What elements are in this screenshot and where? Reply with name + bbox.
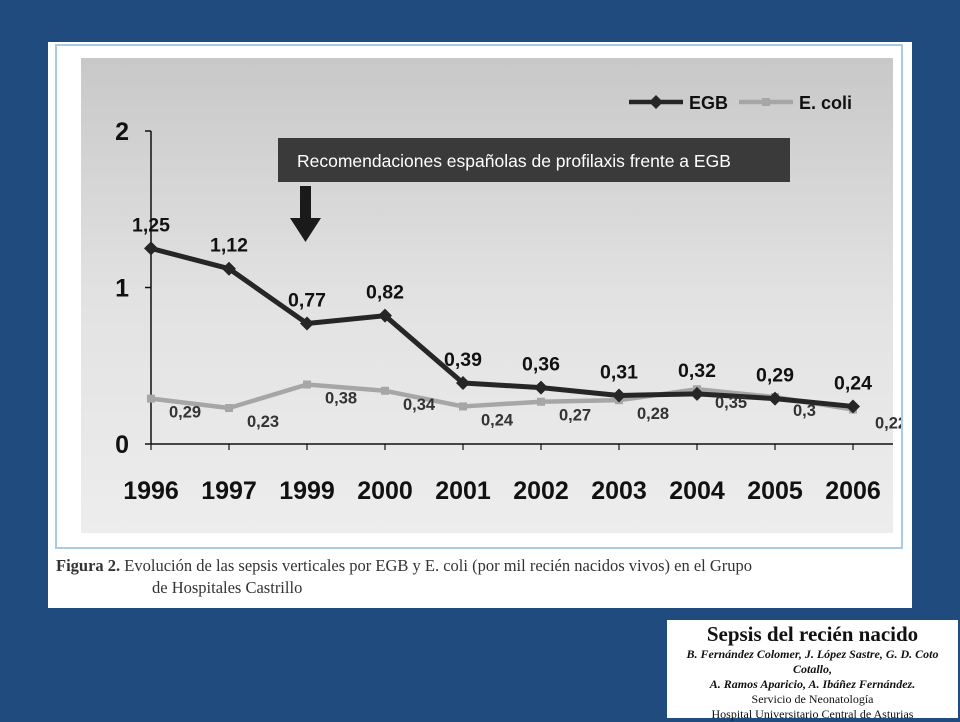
attribution-title: Sepsis del recién nacido (706, 622, 919, 646)
x-tick-label: 2004 (669, 477, 725, 505)
x-tick-label: 1997 (201, 477, 257, 505)
figure-caption: Figura 2. Evolución de las sepsis vertic… (56, 555, 906, 599)
line-chart: 0 1 2 1996 1997 1999 2000 2001 2002 2003 2004 2005 2… (81, 58, 901, 533)
data-point-egb (456, 375, 470, 390)
data-point-ecoli (303, 380, 311, 389)
attribution-hospital: Hospital Universitario Central de Asturi… (711, 707, 914, 721)
x-tick-label: 2003 (591, 477, 647, 505)
data-label-egb: 1,25 (132, 214, 170, 236)
data-label-egb: 0,32 (678, 360, 716, 382)
legend-label-egb: EGB (689, 93, 728, 113)
data-label-egb: 0,24 (834, 372, 872, 394)
data-label-egb: 0,39 (444, 349, 482, 371)
caption-text-line1: Evolución de las sepsis verticales por E… (124, 556, 753, 575)
data-point-egb (534, 380, 548, 395)
y-tick-label: 0 (115, 431, 129, 459)
data-label-ecoli: 0,34 (403, 396, 436, 414)
y-tick-label: 2 (115, 118, 129, 146)
data-label-egb: 1,12 (210, 235, 248, 257)
data-label-egb: 0,82 (366, 282, 404, 304)
caption-label: Figura 2. (56, 556, 121, 575)
x-tick-label: 2006 (825, 477, 881, 505)
data-point-ecoli (147, 394, 155, 403)
data-label-ecoli: 0,28 (637, 405, 669, 423)
data-label-egb: 0,77 (288, 289, 326, 311)
x-tick-label: 2005 (747, 477, 803, 505)
data-label-ecoli: 0,3 (793, 402, 816, 420)
data-label-egb: 0,31 (600, 361, 638, 383)
data-point-egb (222, 261, 236, 276)
annotation-text: Recomendaciones españolas de profilaxis … (297, 151, 731, 171)
data-point-egb (144, 241, 158, 256)
attribution-department: Servicio de Neonatología (751, 692, 874, 706)
x-tick-label: 2002 (513, 477, 569, 505)
data-point-egb (690, 386, 704, 401)
data-point-ecoli (225, 404, 233, 413)
caption-text-line2: de Hospitales Castrillo (152, 578, 303, 597)
attribution-authors-1: B. Fernández Colomer, J. López Sastre, G… (686, 647, 939, 676)
data-label-ecoli: 0,38 (325, 390, 357, 408)
data-label-ecoli: 0,24 (481, 411, 514, 429)
data-label-ecoli: 0,22 (875, 415, 901, 433)
down-arrow-icon (290, 186, 321, 242)
x-tick-label: 1999 (279, 477, 335, 505)
legend-label-ecoli: E. coli (799, 93, 852, 113)
y-tick-label: 1 (115, 275, 129, 303)
data-point-ecoli (537, 397, 545, 406)
data-point-ecoli (381, 386, 389, 395)
plot-background (81, 58, 893, 533)
attribution-box: Sepsis del recién nacido B. Fernández Co… (667, 620, 958, 721)
data-point-egb (300, 316, 314, 331)
legend-marker-egb (649, 95, 663, 109)
data-point-egb (768, 391, 782, 406)
annotation-box (278, 138, 790, 182)
x-tick-label: 1996 (123, 477, 179, 505)
chart-frame: 0 1 2 1996 1997 1999 2000 2001 2002 2003 2004 2005 2… (55, 44, 903, 549)
legend-marker-ecoli (762, 98, 770, 106)
x-tick-label: 2000 (357, 477, 413, 505)
data-point-egb (612, 388, 626, 403)
x-tick-label: 2001 (435, 477, 491, 505)
data-label-ecoli: 0,27 (559, 407, 591, 425)
data-label-ecoli: 0,35 (715, 394, 747, 412)
attribution-authors-2: A. Ramos Aparicio, A. Ibáñez Fernández. (709, 677, 916, 691)
figure-panel: 0 1 2 1996 1997 1999 2000 2001 2002 2003 2004 2005 2… (48, 42, 912, 608)
data-point-egb (846, 399, 860, 414)
data-point-ecoli (459, 402, 467, 411)
data-point-egb (378, 308, 392, 323)
data-label-egb: 0,36 (522, 354, 560, 376)
data-label-ecoli: 0,29 (169, 404, 201, 422)
data-label-egb: 0,29 (756, 365, 794, 387)
data-label-ecoli: 0,23 (247, 413, 279, 431)
series-line-egb (150, 245, 854, 409)
series-line-ecoli (150, 382, 854, 412)
